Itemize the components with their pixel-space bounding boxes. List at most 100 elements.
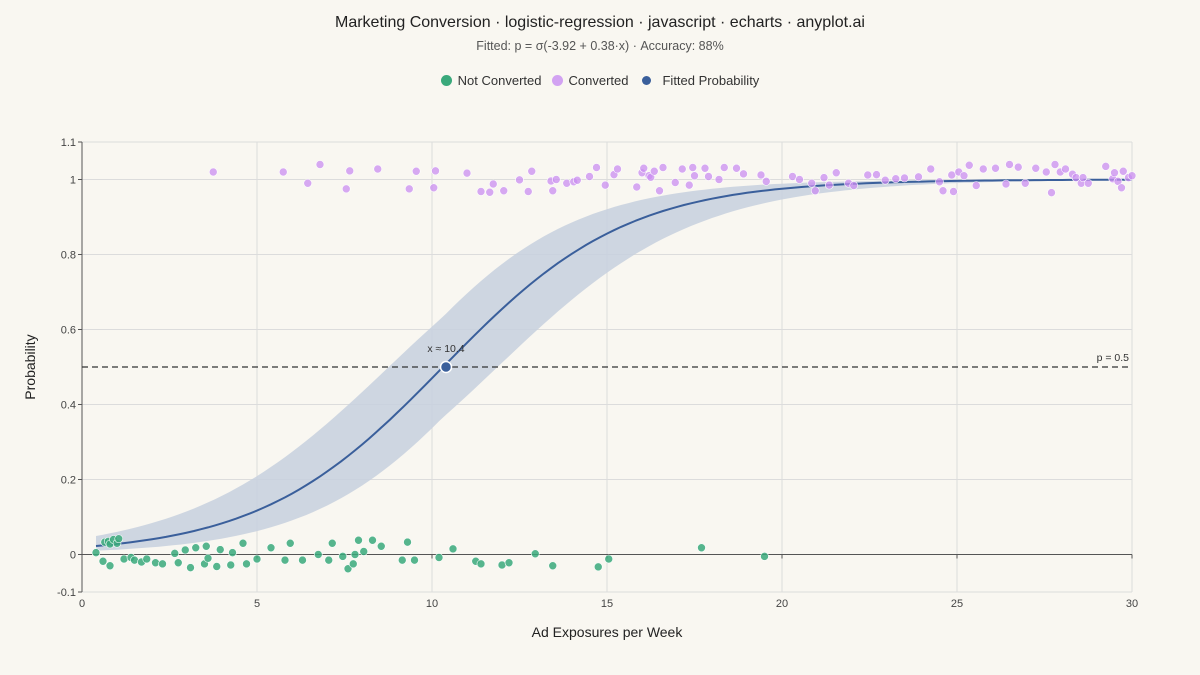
legend-fitted-label: Fitted Probability: [662, 73, 760, 88]
legend-item-fitted-probability[interactable]: Fitted Probability: [638, 73, 759, 88]
converted-point: [488, 179, 498, 189]
converted-point: [807, 178, 817, 188]
not-converted-point: [215, 545, 225, 554]
converted-point: [739, 169, 748, 179]
converted-point: [1117, 183, 1126, 193]
not-converted-point: [142, 554, 152, 564]
converted-point: [1005, 160, 1014, 169]
not-converted-point: [91, 548, 101, 557]
converted-point: [527, 166, 537, 176]
legend-converted-label: Converted: [568, 73, 629, 88]
y-tick-label: -0.1: [57, 587, 76, 599]
converted-point: [1001, 179, 1011, 189]
y-tick-label: 0.2: [61, 475, 76, 487]
not-converted-point: [226, 560, 236, 570]
not-converted-point: [238, 538, 248, 548]
converted-point: [824, 180, 834, 190]
not-converted-point: [376, 541, 386, 551]
not-converted-point: [151, 558, 160, 568]
converted-point: [732, 163, 741, 173]
converted-point: [704, 172, 713, 181]
converted-point: [810, 186, 820, 196]
confidence-band: [96, 179, 1132, 551]
x-tick-label: 30: [1126, 598, 1138, 610]
not-converted-point: [504, 558, 514, 568]
y-tick-label: 0: [70, 550, 76, 562]
converted-point: [677, 164, 687, 174]
converted-point: [714, 175, 724, 184]
y-tick-label: 1: [70, 175, 76, 187]
decision-boundary-point: [439, 360, 453, 374]
converted-point: [926, 164, 936, 174]
converted-point: [900, 173, 909, 183]
not-converted-point: [343, 564, 353, 574]
legend-converted-marker: [551, 75, 563, 86]
not-converted-point: [119, 554, 129, 564]
converted-point: [1013, 162, 1023, 172]
converted-point: [613, 164, 622, 174]
converted-point: [315, 160, 325, 169]
converted-point: [562, 178, 572, 188]
legend-item-converted[interactable]: Converted: [551, 73, 629, 88]
converted-point: [485, 187, 495, 197]
not-converted-point: [242, 559, 251, 569]
converted-point: [600, 180, 610, 190]
not-converted-point: [130, 555, 139, 565]
converted-point: [831, 168, 841, 178]
converted-point: [404, 184, 414, 194]
converted-point: [411, 166, 421, 176]
x-tick-label: 25: [951, 598, 963, 610]
converted-point: [341, 184, 351, 194]
not-converted-point: [158, 559, 167, 569]
y-tick-label: 0.6: [61, 325, 76, 337]
not-converted-point: [397, 555, 407, 565]
converted-point: [690, 171, 699, 181]
chart-legend: Not Converted Converted Fitted Probabili…: [0, 73, 1200, 88]
converted-point: [891, 174, 901, 184]
converted-point: [914, 172, 923, 182]
not-converted-point: [170, 549, 180, 558]
converted-point: [719, 163, 729, 172]
x-tick-label: 20: [776, 598, 788, 610]
converted-point: [819, 173, 829, 182]
converted-point: [938, 186, 948, 196]
converted-point: [462, 168, 472, 178]
converted-point: [476, 187, 486, 196]
converted-point: [849, 181, 859, 190]
converted-point: [1050, 160, 1060, 169]
converted-point: [548, 186, 558, 196]
not-converted-point: [114, 534, 124, 544]
converted-point: [863, 170, 873, 180]
converted-point: [523, 187, 533, 196]
converted-point: [658, 163, 668, 172]
y-axis-title: Probability: [22, 334, 38, 399]
y-tick-label: 0.8: [61, 250, 76, 262]
not-converted-point: [98, 556, 108, 566]
not-converted-point: [298, 555, 307, 565]
converted-point: [978, 164, 988, 174]
converted-point: [872, 170, 881, 179]
converted-point: [756, 170, 766, 180]
legend-item-not-converted[interactable]: Not Converted: [440, 73, 542, 88]
not-converted-point: [604, 554, 614, 564]
converted-point: [688, 163, 698, 172]
x-tick-label: 15: [601, 598, 613, 610]
not-converted-point: [697, 543, 706, 553]
converted-point: [592, 163, 601, 172]
decision-boundary-label: x ≈ 10.4: [427, 343, 464, 355]
not-converted-point: [327, 538, 337, 548]
confidence-band-layer: [96, 179, 1132, 551]
not-converted-point: [173, 558, 183, 568]
not-converted-point: [285, 538, 295, 548]
not-converted-point: [280, 555, 290, 565]
converted-point: [373, 164, 383, 174]
converted-point: [684, 180, 694, 190]
converted-point: [639, 163, 649, 173]
converted-point: [795, 175, 804, 184]
converted-point: [345, 166, 355, 176]
converted-point: [880, 175, 890, 185]
converted-point: [959, 171, 969, 181]
converted-point: [1083, 178, 1093, 188]
converted-point: [649, 166, 659, 176]
